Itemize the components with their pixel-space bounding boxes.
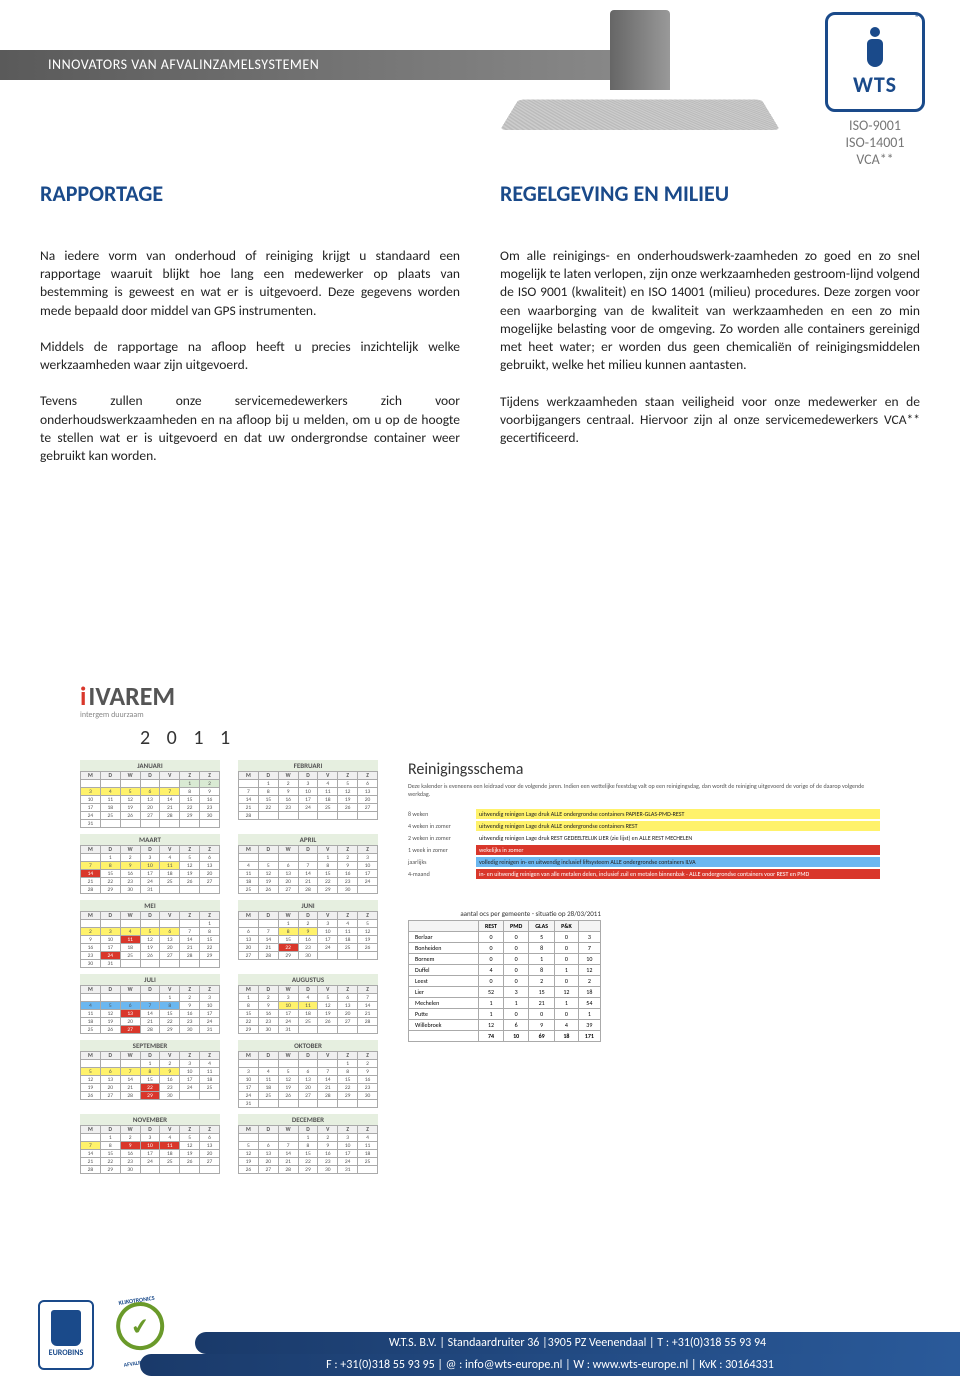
month-oktober: OKTOBERMDWDVZZ12345678910111213141516171… bbox=[238, 1040, 378, 1108]
left-column: RAPPORTAGE Na iedere vorm van onderhoud … bbox=[40, 180, 460, 483]
legend-row: 4 weken in zomeruitwendig reinigen Lage … bbox=[408, 821, 880, 831]
iso-14001: ISO-14001 bbox=[820, 135, 930, 152]
logo-text: WTS bbox=[853, 71, 897, 98]
eurobins-badge: EUROBINS bbox=[38, 1300, 94, 1370]
vca-label: VCA** bbox=[820, 152, 930, 169]
ivarem-logo: iIVAREM bbox=[80, 680, 880, 712]
month-april: APRILMDWDVZZ1234567891011121314151617181… bbox=[238, 834, 378, 894]
month-november: NOVEMBERMDWDVZZ1234567891011121314151617… bbox=[80, 1114, 220, 1174]
ivarem-text: IVAREM bbox=[88, 680, 175, 712]
company-logo-block: WTS ISO-9001 ISO-14001 VCA** bbox=[820, 12, 930, 172]
eurobins-label: EUROBINS bbox=[40, 1348, 92, 1358]
schema-title: Reinigingsschema bbox=[408, 760, 880, 779]
right-p1: Om alle reinigings- en onderhoudswerk-za… bbox=[500, 247, 920, 375]
left-p1: Na iedere vorm van onderhoud of reinigin… bbox=[40, 247, 460, 320]
page-footer: EUROBINS KLIKOTRONICS AFVALREGISTRATIE W… bbox=[0, 1290, 960, 1380]
wts-logo: WTS bbox=[825, 12, 925, 112]
left-p2: Middels de rapportage na afloop heeft u … bbox=[40, 338, 460, 374]
gem-caption: aantal ocs per gemeente - situatie op 28… bbox=[408, 909, 601, 918]
month-september: SEPTEMBERMDWDVZZ123456789101112131415161… bbox=[80, 1040, 220, 1108]
iso-9001: ISO-9001 bbox=[820, 118, 930, 135]
gem-table: aantal ocs per gemeente - situatie op 28… bbox=[408, 909, 601, 1042]
month-maart: MAARTMDWDVZZ1234567891011121314151617181… bbox=[80, 834, 220, 894]
schema-legend: 8 wekenuitwendig reinigen Lage druk ALLE… bbox=[408, 809, 880, 879]
schema-year: 2 0 1 1 bbox=[140, 726, 880, 750]
month-mei: MEIMDWDVZZ123456789101112131415161718192… bbox=[80, 900, 220, 968]
schema-intro: Deze kalender is eveneens een leidraad v… bbox=[408, 783, 880, 799]
footer-bar-1: W.T.S. B.V. | Standaardruiter 36 |3905 P… bbox=[195, 1332, 960, 1354]
ivarem-tagline: intergem duurzaam bbox=[80, 710, 880, 720]
right-column: REGELGEVING EN MILIEU Om alle reinigings… bbox=[500, 180, 920, 483]
month-januari: JANUARIMDWDVZZ12345678910111213141516171… bbox=[80, 760, 220, 828]
cleaning-schedule: iIVAREM intergem duurzaam 2 0 1 1 JANUAR… bbox=[80, 680, 880, 1230]
legend-row: 2 weken in zomeruitwendig reinigen Lage … bbox=[408, 833, 880, 843]
month-februari: FEBRUARIMDWDVZZ1234567891011121314151617… bbox=[238, 760, 378, 828]
left-title: RAPPORTAGE bbox=[40, 180, 460, 207]
iso-labels: ISO-9001 ISO-14001 VCA** bbox=[820, 118, 930, 168]
right-p2: Tijdens werkzaamheden staan veiligheid v… bbox=[500, 393, 920, 448]
header-product-image bbox=[500, 10, 780, 130]
month-juli: JULIMDWDVZZ12345678910111213141516171819… bbox=[80, 974, 220, 1034]
legend-row: 8 wekenuitwendig reinigen Lage druk ALLE… bbox=[408, 809, 880, 819]
calendar-grid: JANUARIMDWDVZZ12345678910111213141516171… bbox=[80, 760, 378, 1174]
month-juni: JUNIMDWDVZZ12345678910111213141516171819… bbox=[238, 900, 378, 968]
left-p3: Tevens zullen onze servicemedewerkers zi… bbox=[40, 392, 460, 465]
month-augustus: AUGUSTUSMDWDVZZ1234567891011121314151617… bbox=[238, 974, 378, 1034]
body-columns: RAPPORTAGE Na iedere vorm van onderhoud … bbox=[40, 180, 920, 483]
schema-right-pane: Reinigingsschema Deze kalender is evenee… bbox=[408, 760, 880, 1174]
month-december: DECEMBERMDWDVZZ1234567891011121314151617… bbox=[238, 1114, 378, 1174]
legend-row: jaarlijksvolledig reinigen in- en uitwen… bbox=[408, 857, 880, 867]
footer-bar-2: F : +31(0)318 55 93 95 | @ : info@wts-eu… bbox=[140, 1354, 960, 1376]
legend-row: 4-maandin- en uitwendig reinigen van all… bbox=[408, 869, 880, 879]
right-title: REGELGEVING EN MILIEU bbox=[500, 180, 920, 207]
legend-row: 1 week in zomerwekelijks in zomer bbox=[408, 845, 880, 855]
